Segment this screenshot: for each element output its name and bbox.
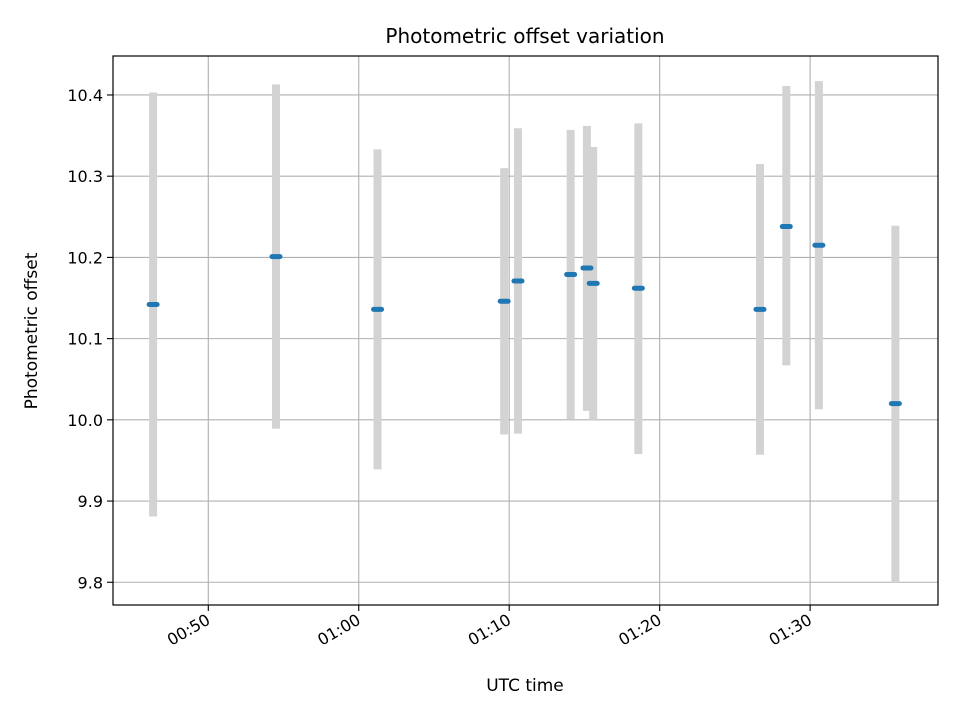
y-tick-label: 10.4 [67, 86, 103, 105]
y-tick-label: 10.1 [67, 330, 103, 349]
y-tick-label: 9.9 [78, 492, 103, 511]
plot-frame [112, 55, 939, 606]
y-axis-title: Photometric offset [22, 252, 42, 409]
y-axis: 9.8 9.9 10.0 10.1 10.2 10.3 10.4 [67, 86, 113, 592]
y-tick-label: 9.8 [78, 573, 103, 592]
data-points [146, 224, 902, 407]
plot-area [113, 56, 938, 605]
x-axis-title: UTC time [486, 676, 564, 696]
y-tick-label: 10.0 [67, 411, 103, 430]
grid [113, 56, 938, 605]
y-tick-label: 10.3 [67, 167, 103, 186]
y-tick-label: 10.2 [67, 248, 103, 267]
chart-title: Photometric offset variation [385, 24, 664, 48]
